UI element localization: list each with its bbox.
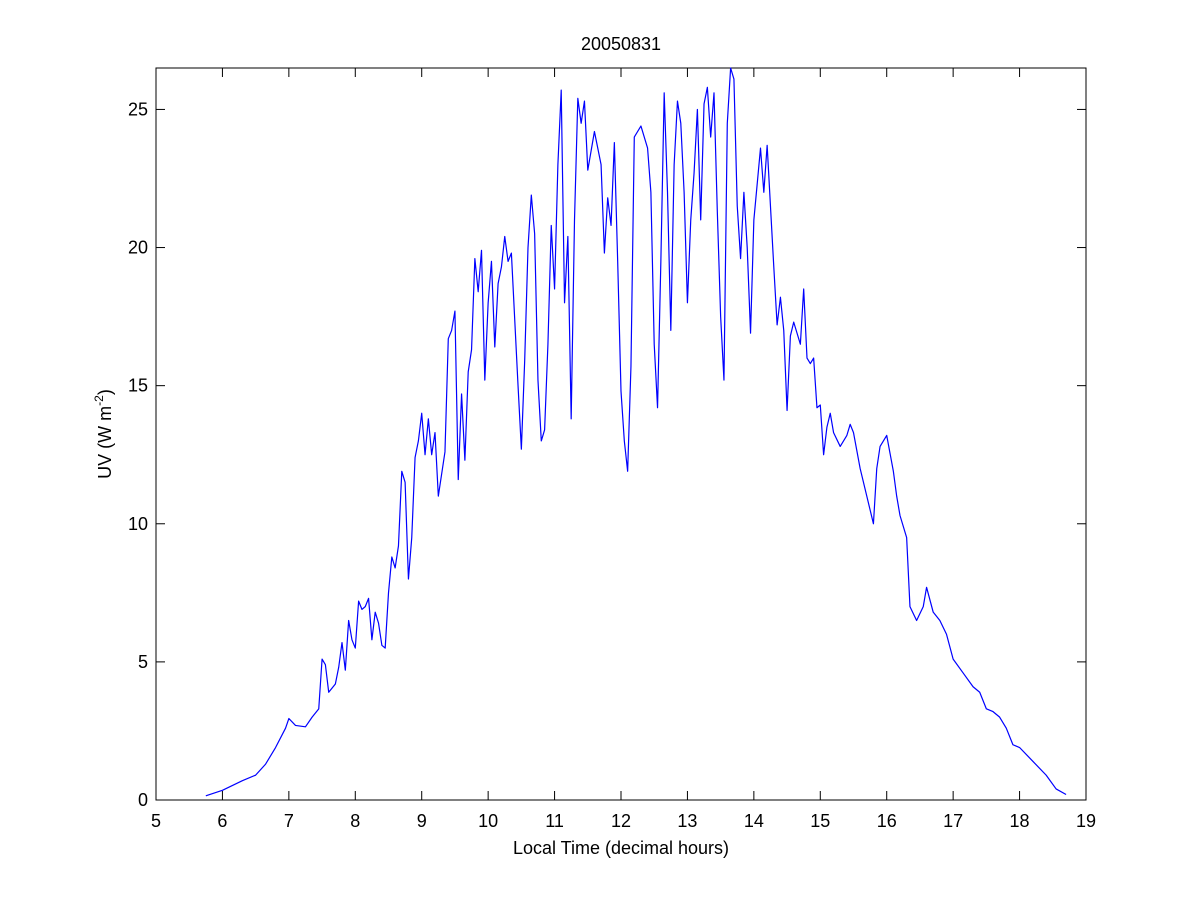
x-tick-label: 10 [478, 811, 498, 831]
x-tick-label: 5 [151, 811, 161, 831]
y-axis-label: UV (W m-2) [92, 389, 115, 479]
data-line [205, 67, 1067, 797]
chart-title: 20050831 [581, 34, 661, 54]
y-axis-label-superscript: -2 [92, 395, 106, 406]
y-tick-label: 0 [138, 790, 148, 810]
x-tick-label: 15 [810, 811, 830, 831]
y-tick-label: 10 [128, 514, 148, 534]
y-tick-label: 25 [128, 99, 148, 119]
x-tick-label: 7 [284, 811, 294, 831]
x-tick-label: 18 [1010, 811, 1030, 831]
x-tick-label: 6 [217, 811, 227, 831]
x-tick-label: 13 [677, 811, 697, 831]
x-tick-label: 19 [1076, 811, 1096, 831]
x-tick-label: 9 [417, 811, 427, 831]
y-tick-label: 5 [138, 652, 148, 672]
x-axis-label: Local Time (decimal hours) [513, 838, 729, 858]
y-axis-label-text: UV (W m [95, 406, 115, 479]
y-tick-label: 20 [128, 238, 148, 258]
x-tick-label: 8 [350, 811, 360, 831]
y-tick-label: 15 [128, 376, 148, 396]
x-tick-label: 12 [611, 811, 631, 831]
y-axis-label-end: ) [95, 389, 115, 395]
x-tick-label: 16 [877, 811, 897, 831]
x-tick-label: 14 [744, 811, 764, 831]
x-tick-label: 11 [545, 811, 564, 831]
x-tick-label: 17 [943, 811, 963, 831]
